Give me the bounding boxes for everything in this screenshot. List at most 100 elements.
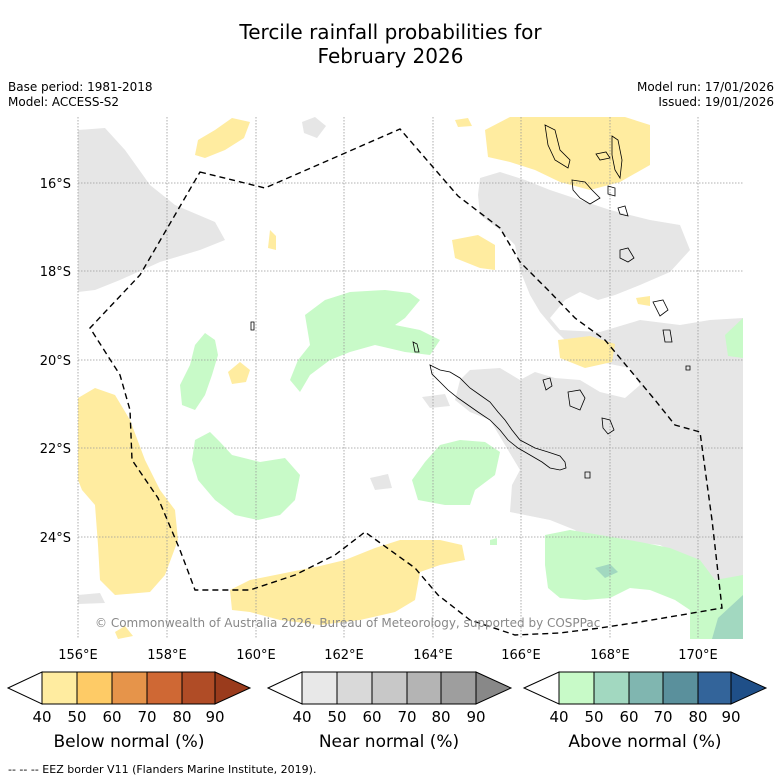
colorbar-near-high-arrow	[475, 671, 513, 705]
lon-label: 156°E	[58, 648, 98, 663]
lon-label: 168°E	[590, 648, 630, 663]
latitude-labels: 16°S 18°S 20°S 22°S 24°S	[40, 177, 71, 546]
lon-label: 162°E	[324, 648, 364, 663]
colorbar-below-tick: 40	[32, 708, 51, 726]
colorbar-near-tick: 90	[466, 708, 485, 726]
below-normal-region-5	[228, 362, 250, 384]
colorbar-near-tick: 50	[327, 708, 346, 726]
colorbar-near-segment	[301, 671, 338, 705]
meta-left: Base period: 1981-2018 Model: ACCESS-S2	[8, 80, 153, 110]
loyalty-islands-3	[601, 417, 615, 435]
lon-label: 164°E	[413, 648, 453, 663]
below-normal-region-small-sw	[115, 626, 133, 639]
colorbar-above-low-arrow	[522, 671, 560, 705]
below-normal-region-ne	[485, 117, 650, 190]
colorbar-above-segment	[558, 671, 595, 705]
above-normal-50-region-1	[595, 564, 618, 578]
copyright-text: © Commonwealth of Australia 2026, Bureau…	[95, 616, 600, 630]
colorbar-below-segment	[41, 671, 78, 705]
colorbar-below-tick: 70	[137, 708, 156, 726]
colorbar-above: 40 50 60 70 80 90 Above normal (%)	[522, 671, 768, 752]
small-island-6	[584, 471, 591, 479]
lat-label: 24°S	[40, 531, 71, 546]
colorbar-below-tick: 60	[102, 708, 121, 726]
probability-field	[78, 117, 743, 639]
colorbar-above-tick: 40	[549, 708, 568, 726]
vanuatu-6	[617, 205, 629, 217]
lon-label: 170°E	[678, 648, 718, 663]
colorbar-above-tick: 90	[721, 708, 740, 726]
longitude-labels: 156°E 158°E 160°E 162°E 164°E 166°E 168°…	[58, 648, 718, 663]
colorbar-below-high-arrow	[214, 671, 252, 705]
issued-date: Issued: 19/01/2026	[658, 95, 774, 109]
small-island-4	[250, 321, 255, 331]
lon-label: 158°E	[147, 648, 187, 663]
below-normal-region-2	[452, 235, 495, 270]
colorbar-below-segment	[76, 671, 113, 705]
colorbar-near: 40 50 60 70 80 90 Near normal (%)	[266, 671, 513, 752]
below-normal-region-north-small	[455, 118, 472, 127]
colorbar-below-segment	[181, 671, 216, 705]
colorbar-near-tick: 60	[362, 708, 381, 726]
lat-label: 18°S	[40, 265, 71, 280]
lon-label: 166°E	[501, 648, 541, 663]
below-normal-region-north	[195, 118, 250, 158]
colorbar-above-high-arrow	[730, 671, 768, 705]
colorbar-near-segment	[406, 671, 442, 705]
colorbar-below-label: Below normal (%)	[54, 732, 205, 752]
chart-title: Tercile rainfall probabilities for Febru…	[0, 20, 781, 68]
small-island-3	[685, 365, 691, 371]
colorbar-near-tick: 80	[431, 708, 450, 726]
near-normal-region-mid	[422, 394, 450, 408]
colorbar-above-segment	[593, 671, 630, 705]
small-island-1	[652, 299, 669, 317]
near-normal-region-north	[302, 117, 326, 138]
colorbar-above-segment	[662, 671, 699, 705]
lat-label: 20°S	[40, 354, 71, 369]
below-normal-region-3	[636, 296, 650, 306]
colorbar-below-low-arrow	[6, 671, 43, 705]
lon-label: 160°E	[236, 648, 276, 663]
vanuatu-7	[619, 247, 635, 263]
colorbar-below-tick: 50	[67, 708, 86, 726]
colorbar-near-low-arrow	[266, 671, 303, 705]
title-line-2: February 2026	[317, 44, 464, 68]
colorbar-above-label: Above normal (%)	[568, 732, 721, 752]
lat-label: 16°S	[40, 177, 71, 192]
colorbar-below-tick: 80	[172, 708, 191, 726]
colorbar-below-segment	[111, 671, 148, 705]
above-normal-50-region-2	[712, 595, 743, 639]
colorbar-near-segment	[440, 671, 477, 705]
vanuatu-5	[607, 185, 616, 197]
small-island-2	[662, 329, 673, 343]
vanuatu-2	[611, 135, 623, 180]
colorbar-above-tick: 60	[619, 708, 638, 726]
title-line-1: Tercile rainfall probabilities for	[239, 20, 542, 44]
colorbar-above-tick: 50	[584, 708, 603, 726]
colorbar-below: 40 50 60 70 80 90 Below normal (%)	[6, 671, 252, 752]
below-normal-region-small-1	[268, 230, 276, 250]
base-period: Base period: 1981-2018	[8, 80, 153, 94]
lat-label: 22°S	[40, 442, 71, 457]
above-normal-region-west	[180, 333, 218, 410]
eez-footnote: -- -- -- EEZ border V11 (Flanders Marine…	[8, 763, 317, 776]
colorbar-near-tick: 70	[397, 708, 416, 726]
vanuatu-1	[544, 124, 571, 169]
new-caledonia-coast	[429, 364, 567, 471]
colorbar-near-segment	[371, 671, 408, 705]
above-normal-region-mid	[412, 440, 500, 505]
colorbar-above-segment	[628, 671, 664, 705]
above-normal-region-se	[545, 530, 715, 610]
loyalty-islands-2	[567, 389, 586, 411]
near-normal-region-south	[370, 474, 392, 490]
graticule	[77, 117, 743, 639]
near-normal-region-east	[455, 172, 743, 600]
vanuatu-3	[571, 179, 601, 205]
near-normal-region-west	[78, 128, 225, 292]
colorbar-below-tick: 90	[205, 708, 224, 726]
above-normal-region-small	[490, 538, 497, 545]
below-normal-region-south	[230, 540, 465, 625]
colorbar-near-tick: 40	[292, 708, 311, 726]
near-normal-region-sw	[78, 593, 105, 604]
